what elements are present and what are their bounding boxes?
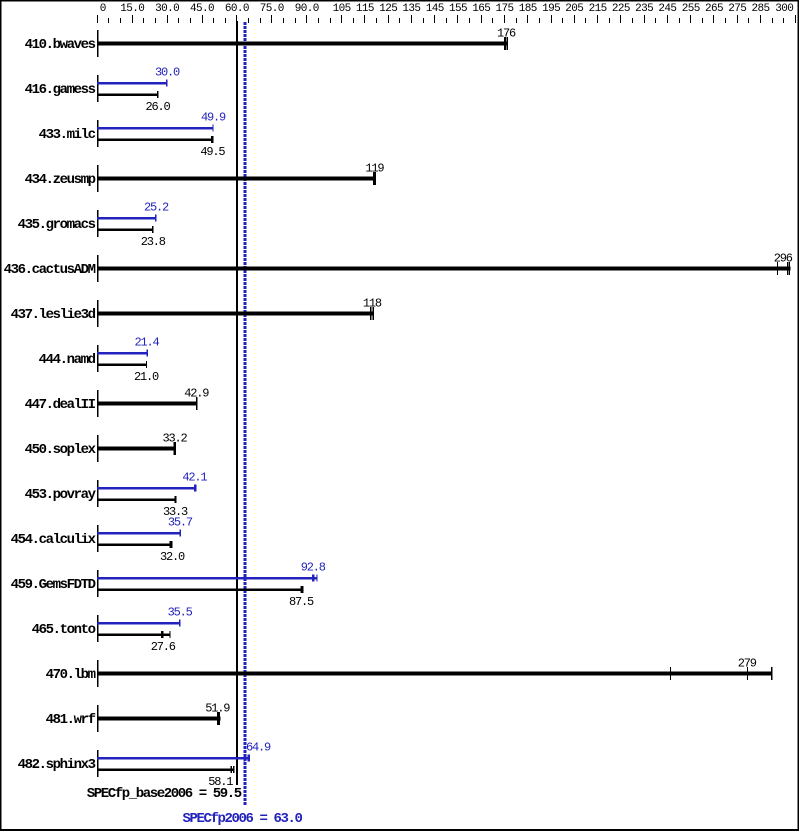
svg-text:145: 145 [426, 3, 444, 15]
svg-text:481.wrf: 481.wrf [46, 712, 96, 728]
svg-text:459.GemsFDTD: 459.GemsFDTD [11, 577, 96, 593]
svg-text:15.0: 15.0 [120, 3, 144, 15]
svg-text:465.tonto: 465.tonto [32, 622, 96, 638]
svg-text:296: 296 [774, 251, 793, 265]
svg-text:0: 0 [100, 3, 106, 15]
svg-text:42.9: 42.9 [184, 386, 209, 400]
svg-text:64.9: 64.9 [246, 741, 271, 755]
svg-text:23.8: 23.8 [141, 235, 166, 249]
svg-text:279: 279 [738, 656, 757, 670]
svg-text:245: 245 [658, 3, 676, 15]
svg-text:30.0: 30.0 [155, 66, 180, 80]
svg-text:35.7: 35.7 [168, 516, 193, 530]
svg-text:49.9: 49.9 [201, 111, 226, 125]
svg-text:60.0: 60.0 [225, 3, 249, 15]
svg-text:285: 285 [751, 3, 769, 15]
svg-text:155: 155 [449, 3, 467, 15]
svg-text:25.2: 25.2 [144, 201, 169, 215]
svg-text:470.lbm: 470.lbm [46, 667, 96, 683]
svg-text:49.5: 49.5 [200, 145, 225, 159]
svg-text:450.soplex: 450.soplex [25, 442, 97, 458]
svg-text:235: 235 [635, 3, 653, 15]
svg-text:115: 115 [356, 3, 374, 15]
svg-text:35.5: 35.5 [168, 606, 193, 620]
svg-text:58.1: 58.1 [208, 775, 233, 789]
svg-text:175: 175 [495, 3, 513, 15]
svg-text:410.bwaves: 410.bwaves [25, 37, 96, 53]
svg-text:51.9: 51.9 [205, 701, 230, 715]
svg-text:444.namd: 444.namd [39, 352, 96, 368]
svg-text:125: 125 [379, 3, 397, 15]
svg-text:195: 195 [542, 3, 560, 15]
svg-text:30.0: 30.0 [155, 3, 179, 15]
svg-text:433.milc: 433.milc [39, 127, 96, 143]
svg-text:27.6: 27.6 [151, 640, 176, 654]
svg-text:105: 105 [333, 3, 351, 15]
svg-text:26.0: 26.0 [145, 100, 170, 114]
svg-text:453.povray: 453.povray [25, 487, 97, 503]
svg-text:255: 255 [682, 3, 700, 15]
svg-text:119: 119 [365, 161, 384, 175]
svg-text:87.5: 87.5 [289, 595, 314, 609]
svg-text:118: 118 [363, 296, 382, 310]
svg-text:33.3: 33.3 [163, 505, 188, 519]
svg-text:185: 185 [519, 3, 537, 15]
svg-text:135: 135 [402, 3, 420, 15]
svg-text:75.0: 75.0 [260, 3, 284, 15]
svg-text:434.zeusmp: 434.zeusmp [25, 172, 96, 188]
svg-text:90.0: 90.0 [295, 3, 319, 15]
svg-text:165: 165 [472, 3, 490, 15]
svg-text:42.1: 42.1 [182, 471, 207, 485]
svg-text:225: 225 [612, 3, 630, 15]
svg-text:92.8: 92.8 [301, 561, 326, 575]
svg-text:435.gromacs: 435.gromacs [18, 217, 96, 233]
svg-text:33.2: 33.2 [162, 431, 187, 445]
svg-text:447.dealII: 447.dealII [25, 397, 96, 413]
svg-text:436.cactusADM: 436.cactusADM [4, 262, 96, 278]
svg-text:205: 205 [565, 3, 583, 15]
svg-text:SPECfp2006 = 63.0: SPECfp2006 = 63.0 [183, 811, 303, 827]
svg-text:45.0: 45.0 [190, 3, 214, 15]
svg-text:32.0: 32.0 [160, 550, 185, 564]
svg-text:176: 176 [497, 26, 516, 40]
svg-text:21.4: 21.4 [134, 336, 159, 350]
svg-text:275: 275 [728, 3, 746, 15]
svg-text:454.calculix: 454.calculix [11, 532, 97, 548]
svg-text:437.leslie3d: 437.leslie3d [11, 307, 96, 323]
svg-text:SPECfp_base2006 = 59.5: SPECfp_base2006 = 59.5 [87, 786, 242, 802]
svg-text:482.sphinx3: 482.sphinx3 [18, 757, 96, 773]
svg-text:416.gamess: 416.gamess [25, 82, 96, 98]
svg-text:21.0: 21.0 [134, 370, 159, 384]
svg-text:300: 300 [775, 3, 793, 15]
svg-text:265: 265 [705, 3, 723, 15]
svg-text:215: 215 [589, 3, 607, 15]
